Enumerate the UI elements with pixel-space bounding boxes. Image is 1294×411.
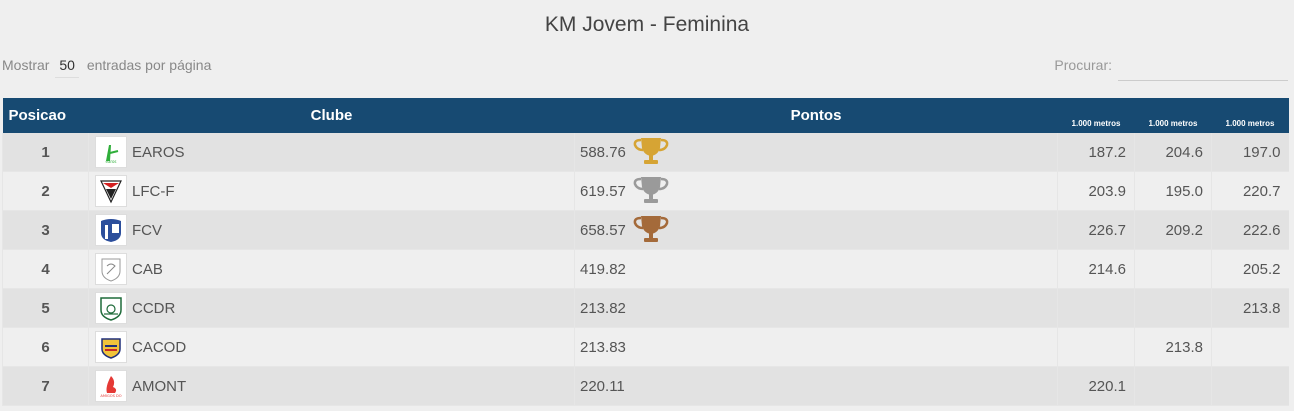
gold-trophy-icon xyxy=(626,135,670,169)
search-control: Procurar: xyxy=(1054,54,1288,81)
club-cell: FCV xyxy=(88,210,575,250)
club-name: FCV xyxy=(132,221,162,239)
distance-2-score[interactable]: 204.6 xyxy=(1134,133,1212,172)
position-cell: 1 xyxy=(2,133,89,172)
table-row: 2 LFC-F 619.57 203.9 195.0 220.7 xyxy=(2,171,1289,211)
distance-2-score[interactable]: 209.2 xyxy=(1134,210,1212,250)
distance-2-score[interactable] xyxy=(1134,288,1212,328)
table-header-row: Posicao Clube Pontos 1.000 metros 1.000 … xyxy=(2,98,1289,133)
distance-1-score[interactable]: 203.9 xyxy=(1057,171,1135,211)
bronze-trophy-icon xyxy=(626,213,670,247)
distance-3-score[interactable] xyxy=(1211,327,1289,367)
earos-logo: earos xyxy=(95,136,127,168)
length-suffix-label: entradas por página xyxy=(86,57,212,73)
column-header-club[interactable]: Clube xyxy=(88,98,575,133)
position-cell: 3 xyxy=(2,210,89,250)
club-cell: AMIGOS DO AMONT xyxy=(88,366,575,406)
entries-per-page-select[interactable]: 50 xyxy=(55,57,79,78)
distance-3-score[interactable]: 205.2 xyxy=(1211,249,1289,289)
club-name: LFC-F xyxy=(132,182,175,200)
cab-logo xyxy=(95,253,127,285)
club-name: EAROS xyxy=(132,143,185,161)
points-value: 220.11 xyxy=(580,377,625,395)
cacod-logo xyxy=(95,331,127,363)
entries-length-control: Mostrar 50 entradas por página xyxy=(2,57,211,78)
column-header-points[interactable]: Pontos xyxy=(574,98,1058,133)
points-cell: 213.82 xyxy=(574,288,1058,328)
distance-2-score[interactable] xyxy=(1134,366,1212,406)
club-name: AMONT xyxy=(132,377,187,395)
points-value: 213.82 xyxy=(580,299,626,317)
club-name: CACOD xyxy=(132,338,187,356)
column-header-distance-3[interactable]: 1.000 metros xyxy=(1211,98,1289,133)
points-cell: 588.76 xyxy=(574,133,1058,172)
column-header-distance-2[interactable]: 1.000 metros xyxy=(1134,98,1212,133)
fcv-logo xyxy=(95,214,127,246)
distance-1-score[interactable]: 220.1 xyxy=(1057,366,1135,406)
table-row: 7 AMIGOS DO AMONT 220.11 220.1 xyxy=(2,366,1289,406)
points-cell: 419.82 xyxy=(574,249,1058,289)
club-name: CCDR xyxy=(132,299,176,317)
points-value: 658.57 xyxy=(580,221,626,239)
column-header-position[interactable]: Posicao xyxy=(2,98,89,133)
distance-3-score[interactable]: 213.8 xyxy=(1211,288,1289,328)
points-cell: 220.11 xyxy=(574,366,1058,406)
position-cell: 6 xyxy=(2,327,89,367)
ranking-table: Posicao Clube Pontos 1.000 metros 1.000 … xyxy=(2,98,1289,406)
table-row: 5 CCDR 213.82 213.8 xyxy=(2,288,1289,328)
position-cell: 4 xyxy=(2,249,89,289)
club-cell: CACOD xyxy=(88,327,575,367)
lfcf-logo xyxy=(95,175,127,207)
ccdr-logo xyxy=(95,292,127,324)
club-cell: earos EAROS xyxy=(88,133,575,172)
amont-logo: AMIGOS DO xyxy=(95,370,127,402)
table-row: 3 FCV 658.57 226.7 209.2 222.6 xyxy=(2,210,1289,250)
position-cell: 5 xyxy=(2,288,89,328)
distance-1-score[interactable]: 214.6 xyxy=(1057,249,1135,289)
distance-2-score[interactable]: 195.0 xyxy=(1134,171,1212,211)
distance-1-score[interactable]: 187.2 xyxy=(1057,133,1135,172)
search-input[interactable] xyxy=(1118,54,1288,81)
distance-3-score[interactable]: 222.6 xyxy=(1211,210,1289,250)
club-cell: LFC-F xyxy=(88,171,575,211)
distance-3-score[interactable]: 197.0 xyxy=(1211,133,1289,172)
table-row: 4 CAB 419.82 214.6 205.2 xyxy=(2,249,1289,289)
svg-text:earos: earos xyxy=(106,159,117,164)
distance-2-score[interactable]: 213.8 xyxy=(1134,327,1212,367)
points-cell: 619.57 xyxy=(574,171,1058,211)
distance-1-score[interactable] xyxy=(1057,288,1135,328)
page-title: KM Jovem - Feminina xyxy=(544,13,750,36)
table-row: 6 CACOD 213.83 213.8 xyxy=(2,327,1289,367)
club-cell: CCDR xyxy=(88,288,575,328)
distance-3-score[interactable] xyxy=(1211,366,1289,406)
distance-1-score[interactable]: 226.7 xyxy=(1057,210,1135,250)
points-cell: 213.83 xyxy=(574,327,1058,367)
position-cell: 2 xyxy=(2,171,89,211)
length-prefix-label: Mostrar xyxy=(2,57,50,73)
column-header-distance-1[interactable]: 1.000 metros xyxy=(1057,98,1135,133)
points-value: 213.83 xyxy=(580,338,626,356)
svg-text:AMIGOS DO: AMIGOS DO xyxy=(100,394,121,398)
distance-1-score[interactable] xyxy=(1057,327,1135,367)
distance-3-score[interactable]: 220.7 xyxy=(1211,171,1289,211)
points-value: 419.82 xyxy=(580,260,626,278)
club-name: CAB xyxy=(132,260,163,278)
distance-2-score[interactable] xyxy=(1134,249,1212,289)
points-value: 619.57 xyxy=(580,182,626,200)
position-cell: 7 xyxy=(2,366,89,406)
silver-trophy-icon xyxy=(626,174,670,208)
points-cell: 658.57 xyxy=(574,210,1058,250)
table-row: 1 earos EAROS 588.76 187.2 204.6 197.0 xyxy=(2,133,1289,172)
search-label: Procurar: xyxy=(1054,57,1112,73)
club-cell: CAB xyxy=(88,249,575,289)
points-value: 588.76 xyxy=(580,143,626,161)
